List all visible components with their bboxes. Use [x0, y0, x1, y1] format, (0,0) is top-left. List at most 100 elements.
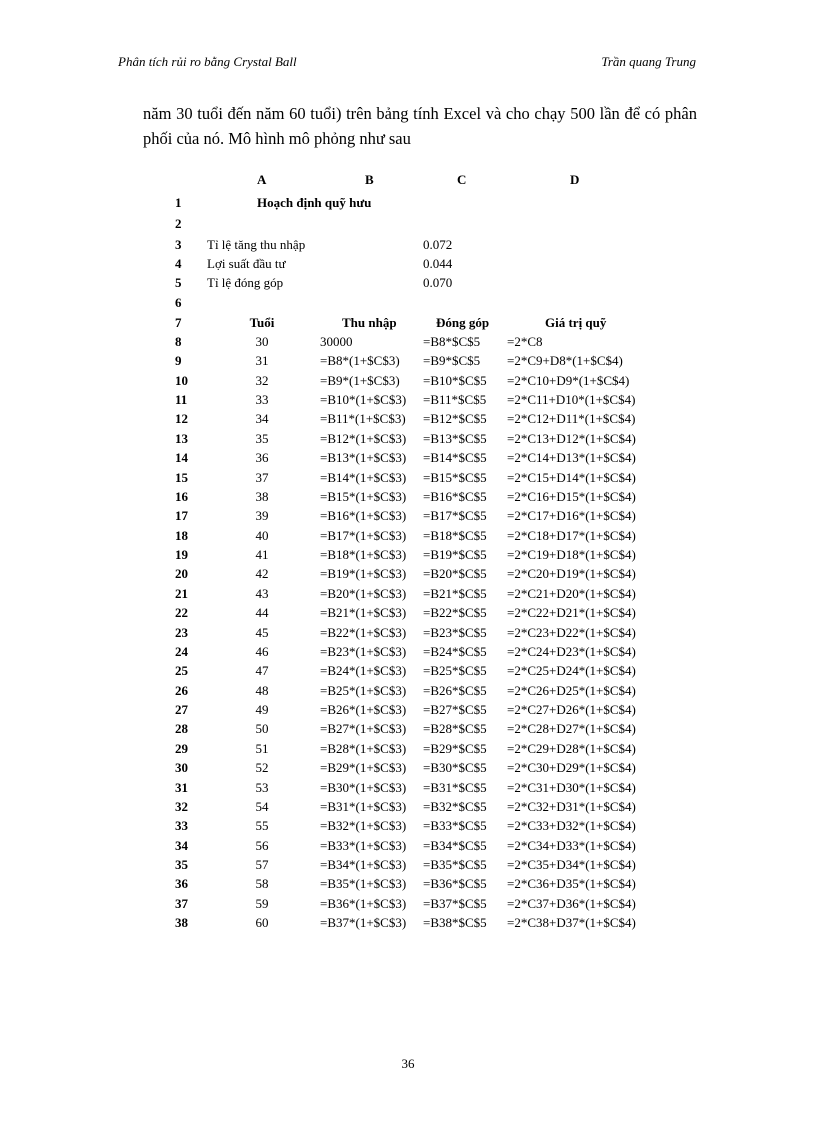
age-cell: 47: [255, 663, 269, 679]
fund-value-cell: =2*C12+D11*(1+$C$4): [507, 411, 636, 427]
row-number: 3: [175, 237, 182, 252]
row-number: 15: [175, 469, 188, 485]
contribution-cell: =B30*$C$5: [423, 760, 487, 776]
row-number: 25: [175, 663, 188, 679]
age-cell: 59: [255, 895, 269, 911]
row-number: 5: [175, 275, 182, 290]
income-cell: =B34*(1+$C$3): [320, 856, 407, 872]
row-number: 6: [175, 295, 182, 310]
contribution-cell: =B38*$C$5: [423, 915, 487, 931]
table-row: 34 56 =B33*(1+$C$3) =B34*$C$5 =2*C34+D33*(1+…: [0, 838, 816, 857]
contribution-cell: =B15*$C$5: [423, 469, 487, 485]
income-cell: =B15*(1+$C$3): [320, 488, 407, 504]
table-row: 9 31 =B8*(1+$C$3) =B9*$C$5 =2*C9+D8*(1+$C$4): [0, 353, 816, 372]
blank-row: 2: [0, 216, 816, 235]
table-row: 20 42 =B19*(1+$C$3) =B20*$C$5 =2*C20+D19*(1+…: [0, 566, 816, 585]
param-value: 0.070: [423, 275, 453, 290]
page-number: 36: [401, 1056, 415, 1071]
fund-value-cell: =2*C38+D37*(1+$C$4): [507, 915, 636, 931]
table-row: 12 34 =B11*(1+$C$3) =B12*$C$5 =2*C12+D11*(1+…: [0, 411, 816, 430]
table-row: 14 36 =B13*(1+$C$3) =B14*$C$5 =2*C14+D13*(1+…: [0, 450, 816, 469]
fund-value-cell: =2*C30+D29*(1+$C$4): [507, 760, 636, 776]
row-number: 21: [175, 585, 188, 601]
fund-value-cell: =2*C37+D36*(1+$C$4): [507, 895, 636, 911]
contribution-cell: =B18*$C$5: [423, 527, 487, 543]
contribution-cell: =B37*$C$5: [423, 895, 487, 911]
income-cell: =B14*(1+$C$3): [320, 469, 407, 485]
header-age: Tuổi: [249, 315, 275, 330]
income-cell: =B18*(1+$C$3): [320, 547, 407, 563]
contribution-cell: =B22*$C$5: [423, 605, 487, 621]
row-number: 12: [175, 411, 188, 427]
row-number: 18: [175, 527, 188, 543]
column-header-c: C: [457, 172, 467, 187]
income-cell: =B19*(1+$C$3): [320, 566, 407, 582]
body-paragraph: năm 30 tuổi đến năm 60 tuổi) trên bảng t…: [143, 104, 697, 148]
table-header-row: 7 Tuổi Thu nhập Đóng góp Giá trị quỹ: [0, 315, 816, 334]
age-cell: 49: [255, 702, 269, 718]
fund-value-cell: =2*C25+D24*(1+$C$4): [507, 663, 636, 679]
row-number: 4: [175, 256, 182, 271]
sheet-title-row: 1 Hoạch định quỹ hưu: [0, 195, 816, 214]
fund-value-cell: =2*C33+D32*(1+$C$4): [507, 818, 636, 834]
table-row: 32 54 =B31*(1+$C$3) =B32*$C$5 =2*C32+D31*(1+…: [0, 799, 816, 818]
income-cell: =B33*(1+$C$3): [320, 837, 407, 853]
row-number: 8: [175, 334, 182, 349]
age-cell: 39: [255, 508, 269, 524]
table-row: 28 50 =B27*(1+$C$3) =B28*$C$5 =2*C28+D27*(1+…: [0, 721, 816, 740]
income-cell: =B36*(1+$C$3): [320, 895, 407, 911]
contribution-cell: =B26*$C$5: [423, 682, 487, 698]
income-cell: =B16*(1+$C$3): [320, 508, 407, 524]
fund-value-cell: =2*C27+D26*(1+$C$4): [507, 702, 636, 718]
age-cell: 45: [255, 624, 269, 640]
column-header-d: D: [570, 172, 580, 187]
param-row: 3 Tỉ lệ tăng thu nhập 0.072: [0, 237, 816, 256]
fund-value-cell: =2*C34+D33*(1+$C$4): [507, 837, 636, 853]
param-value: 0.072: [423, 237, 453, 252]
age-cell: 40: [255, 527, 269, 543]
fund-value-cell: =2*C32+D31*(1+$C$4): [507, 798, 636, 814]
contribution-cell: =B19*$C$5: [423, 547, 487, 563]
row-number: 34: [175, 837, 188, 853]
age-cell: 41: [255, 547, 269, 563]
table-row: 24 46 =B23*(1+$C$3) =B24*$C$5 =2*C24+D23*(1+…: [0, 644, 816, 663]
age-cell: 43: [255, 585, 269, 601]
income-cell: =B30*(1+$C$3): [320, 779, 407, 795]
contribution-cell: =B35*$C$5: [423, 856, 487, 872]
contribution-cell: =B12*$C$5: [423, 411, 487, 427]
row-number: 37: [175, 895, 188, 911]
header-title: Phân tích rủi ro bằng Crystal Ball: [118, 54, 297, 69]
age-cell: 31: [255, 353, 269, 369]
header-fund-value: Giá trị quỹ: [545, 315, 607, 330]
contribution-cell: =B28*$C$5: [423, 721, 487, 737]
contribution-cell: =B13*$C$5: [423, 430, 487, 446]
table-row: 23 45 =B22*(1+$C$3) =B23*$C$5 =2*C23+D22*(1+…: [0, 625, 816, 644]
param-label: Tỉ lệ tăng thu nhập: [207, 237, 306, 252]
fund-value-cell: =2*C17+D16*(1+$C$4): [507, 508, 636, 524]
contribution-cell: =B9*$C$5: [423, 353, 481, 369]
income-cell: =B13*(1+$C$3): [320, 450, 407, 466]
fund-value-cell: =2*C21+D20*(1+$C$4): [507, 585, 636, 601]
table-row: 30 52 =B29*(1+$C$3) =B30*$C$5 =2*C30+D29*(1+…: [0, 760, 816, 779]
income-cell: =B11*(1+$C$3): [320, 411, 406, 427]
fund-value-cell: =2*C26+D25*(1+$C$4): [507, 682, 636, 698]
age-cell: 50: [255, 721, 269, 737]
table-row: 15 37 =B14*(1+$C$3) =B15*$C$5 =2*C15+D14*(1+…: [0, 470, 816, 489]
fund-value-cell: =2*C23+D22*(1+$C$4): [507, 624, 636, 640]
age-cell: 48: [255, 682, 269, 698]
fund-value-cell: =2*C14+D13*(1+$C$4): [507, 450, 636, 466]
blank-row: 6: [0, 295, 816, 314]
row-number: 1: [175, 195, 182, 210]
contribution-cell: =B23*$C$5: [423, 624, 487, 640]
row-number: 19: [175, 547, 188, 563]
fund-value-cell: =2*C11+D10*(1+$C$4): [507, 392, 636, 408]
income-cell: =B31*(1+$C$3): [320, 798, 407, 814]
age-cell: 42: [255, 566, 269, 582]
table-row: 17 39 =B16*(1+$C$3) =B17*$C$5 =2*C17+D16*(1+…: [0, 508, 816, 527]
row-number: 32: [175, 798, 188, 814]
age-cell: 30: [255, 334, 269, 349]
income-cell: =B25*(1+$C$3): [320, 682, 407, 698]
age-cell: 56: [255, 837, 269, 853]
fund-value-cell: =2*C28+D27*(1+$C$4): [507, 721, 636, 737]
table-row: 33 55 =B32*(1+$C$3) =B33*$C$5 =2*C33+D32*(1+…: [0, 818, 816, 837]
